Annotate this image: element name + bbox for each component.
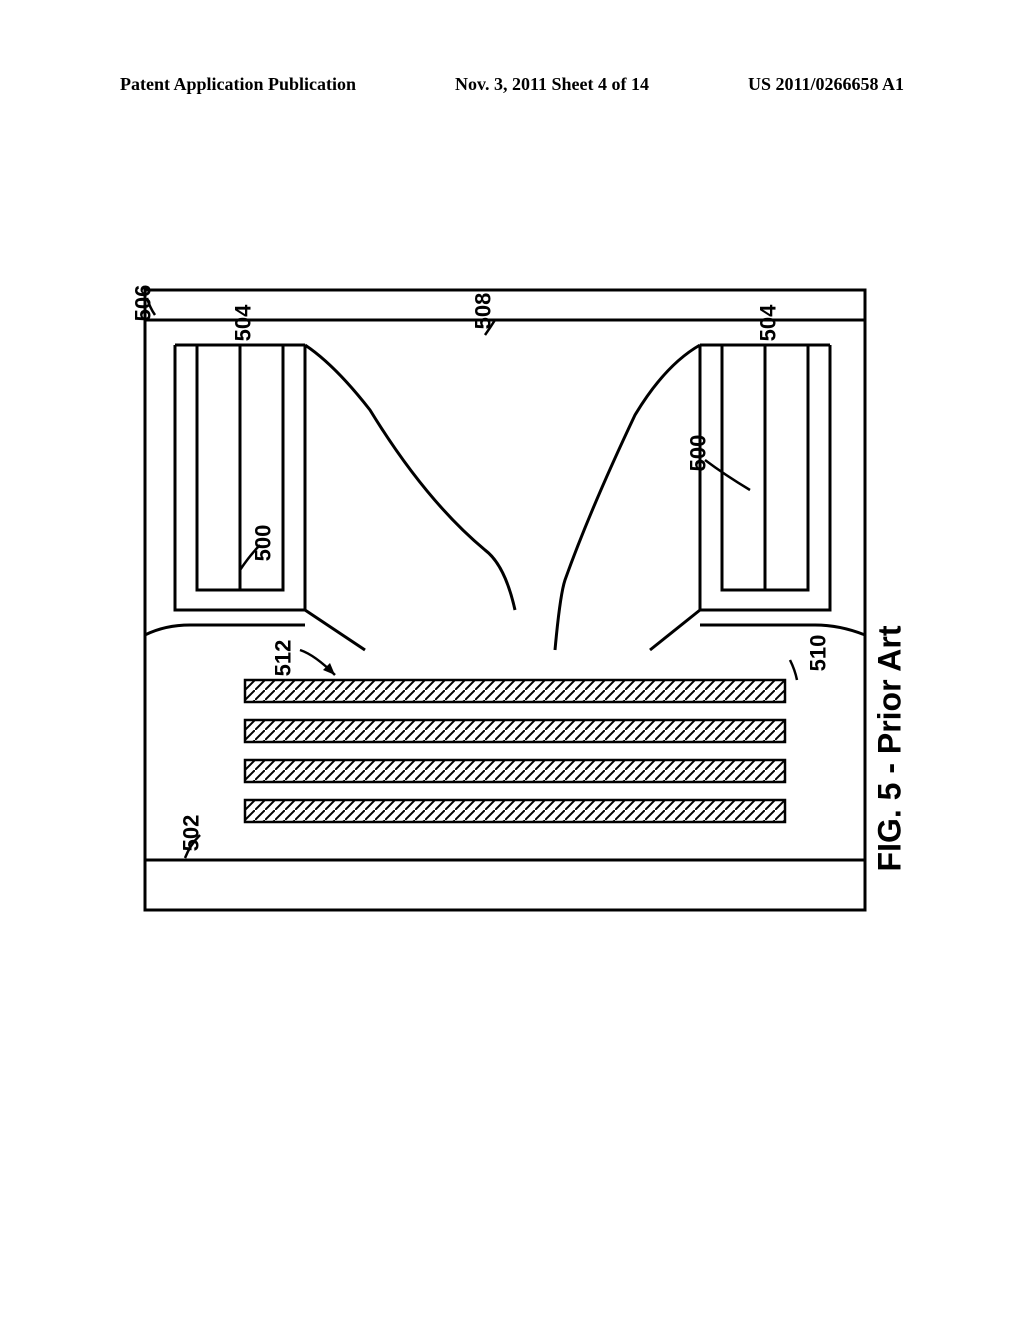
label-510: 510 xyxy=(805,635,831,672)
leader-510 xyxy=(790,660,797,680)
hatch-4 xyxy=(245,800,785,822)
label-504a: 504 xyxy=(230,305,256,342)
hatch-3 xyxy=(245,760,785,782)
hatch-1 xyxy=(245,680,785,702)
label-508: 508 xyxy=(470,293,496,330)
leader-512 xyxy=(300,650,335,675)
label-500b: 500 xyxy=(685,435,711,472)
layer-lines xyxy=(145,625,865,635)
figure-5: 506 504 508 504 500 500 512 502 510 xyxy=(135,280,875,920)
label-506: 506 xyxy=(130,285,156,322)
page-header: Patent Application Publication Nov. 3, 2… xyxy=(0,74,1024,95)
label-502: 502 xyxy=(178,815,204,852)
middle-region xyxy=(305,345,700,650)
header-center: Nov. 3, 2011 Sheet 4 of 14 xyxy=(455,74,649,95)
header-left: Patent Application Publication xyxy=(120,74,356,95)
diagram-svg xyxy=(135,280,875,920)
label-504b: 504 xyxy=(755,305,781,342)
header-right: US 2011/0266658 A1 xyxy=(748,74,904,95)
label-500a: 500 xyxy=(250,525,276,562)
figure-caption: FIG. 5 - Prior Art xyxy=(872,626,909,872)
trench-right xyxy=(700,345,830,610)
label-512: 512 xyxy=(270,640,296,677)
trench-left xyxy=(175,345,305,610)
hatch-2 xyxy=(245,720,785,742)
leader-500b xyxy=(705,460,750,490)
